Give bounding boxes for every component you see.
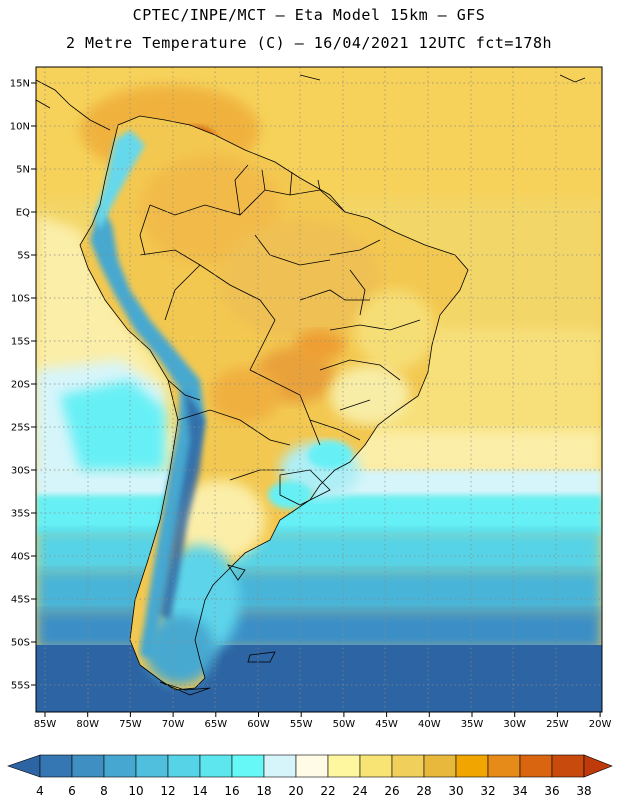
colorbar-label: 26 [384, 784, 399, 798]
lon-tick-label: 50W [333, 719, 356, 730]
colorbar-max-arrow [583, 754, 613, 778]
colorbar-swatch [295, 754, 329, 778]
colorbar-swatch [39, 754, 73, 778]
colorbar-label: 20 [288, 784, 303, 798]
lat-tick-label: 5S [17, 251, 30, 262]
colorbar-label: 6 [68, 784, 76, 798]
lat-tick-label: 20S [11, 380, 30, 391]
colorbar-label: 36 [544, 784, 559, 798]
lon-tick-label: 70W [162, 719, 185, 730]
lon-tick-label: 40W [418, 719, 441, 730]
lat-tick-label: 10N [10, 122, 30, 133]
lon-tick-label: 65W [204, 719, 227, 730]
lat-tick-label: 55S [11, 681, 30, 692]
colorbar-label: 38 [576, 784, 591, 798]
lat-tick-label: 25S [11, 423, 30, 434]
colorbar-label: 32 [480, 784, 495, 798]
colorbar-labels: 4 6 8 10 12 14 16 18 20 22 24 26 28 30 32 34 36 38 [36, 784, 591, 798]
colorbar-min-arrow [7, 754, 41, 778]
lat-tick-label: 35S [11, 509, 30, 520]
map-frame [35, 66, 603, 713]
lon-tick-label: 30W [503, 719, 526, 730]
lon-tick-label: 75W [119, 719, 142, 730]
lat-tick-label: 40S [11, 552, 30, 563]
colorbar-swatch [551, 754, 585, 778]
lat-tick-label: 15N [10, 79, 30, 90]
lon-tick-label: 45W [375, 719, 398, 730]
colorbar-swatch [231, 754, 265, 778]
lon-tick-label: 60W [247, 719, 270, 730]
colorbar-swatch [167, 754, 201, 778]
colorbar-label: 8 [100, 784, 108, 798]
colorbar-label: 22 [320, 784, 335, 798]
colorbar-label: 12 [160, 784, 175, 798]
lat-tick-label: 45S [11, 595, 30, 606]
lon-tick-label: 55W [290, 719, 313, 730]
colorbar-label: 34 [512, 784, 527, 798]
map-title-line-1: CPTEC/INPE/MCT – Eta Model 15km – GFS [132, 6, 486, 24]
colorbar-label: 30 [448, 784, 463, 798]
colorbar-swatch [135, 754, 169, 778]
country-borders [79, 115, 469, 691]
lat-tick-label: EQ [16, 208, 30, 219]
lon-tick-label: 80W [76, 719, 99, 730]
temperature-field [36, 67, 602, 712]
colorbar-label: 10 [128, 784, 143, 798]
colorbar-label: 24 [352, 784, 367, 798]
colorbar-swatch [263, 754, 297, 778]
lon-tick-label: 35W [461, 719, 484, 730]
map-title-line-2: 2 Metre Temperature (C) – 16/04/2021 12U… [65, 34, 553, 52]
colorbar-label: 16 [224, 784, 239, 798]
colorbar-label: 28 [416, 784, 431, 798]
lat-tick-label: 30S [11, 466, 30, 477]
colorbar-swatch [327, 754, 361, 778]
colorbar-label: 18 [256, 784, 271, 798]
latitude-axis: 15N 10N 5N EQ 5S 10S 15S 20S 25S 30S 35S 40S 45S 50S 5… [10, 79, 36, 692]
longitude-axis: 85W 80W 75W 70W 65W 60W 55W 50W 45W 40W 35W 30W 25W 2… [34, 712, 612, 730]
colorbar-swatch [71, 754, 105, 778]
colorbar-swatch [103, 754, 137, 778]
lon-tick-label: 25W [546, 719, 569, 730]
lon-tick-label: 20W [589, 719, 612, 730]
lon-tick-label: 85W [34, 719, 57, 730]
colorbar-label: 4 [36, 784, 44, 798]
colorbar-swatch [423, 754, 457, 778]
colorbar-swatch [359, 754, 393, 778]
lat-tick-label: 15S [11, 337, 30, 348]
lat-tick-label: 50S [11, 638, 30, 649]
lat-tick-label: 10S [11, 294, 30, 305]
colorbar [7, 754, 613, 778]
colorbar-swatch [487, 754, 521, 778]
colorbar-swatch [391, 754, 425, 778]
colorbar-swatch [519, 754, 553, 778]
colorbar-swatch [455, 754, 489, 778]
lat-tick-label: 5N [16, 165, 30, 176]
colorbar-swatch [199, 754, 233, 778]
colorbar-label: 14 [192, 784, 207, 798]
